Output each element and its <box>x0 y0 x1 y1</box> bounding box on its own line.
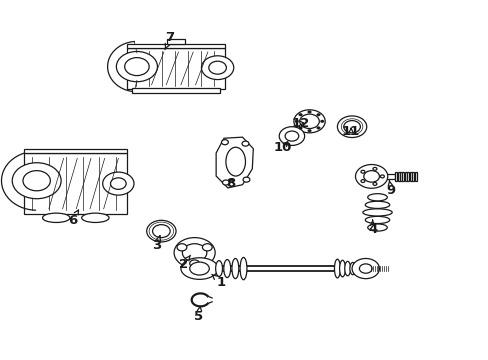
Text: 12: 12 <box>290 117 309 130</box>
Circle shape <box>359 264 371 273</box>
Circle shape <box>372 167 376 170</box>
Circle shape <box>201 56 233 80</box>
Circle shape <box>363 171 379 182</box>
Circle shape <box>202 244 212 251</box>
Bar <box>24 153 127 214</box>
Bar <box>167 39 184 44</box>
Circle shape <box>102 172 134 195</box>
Circle shape <box>12 163 61 199</box>
Bar <box>127 44 224 48</box>
Circle shape <box>242 141 248 146</box>
Ellipse shape <box>224 260 230 278</box>
Ellipse shape <box>365 201 389 208</box>
Circle shape <box>293 110 325 133</box>
Bar <box>414 172 416 181</box>
Bar <box>394 172 396 181</box>
Text: 9: 9 <box>386 181 395 197</box>
Circle shape <box>360 170 364 173</box>
Ellipse shape <box>240 257 246 280</box>
Ellipse shape <box>231 258 238 279</box>
Ellipse shape <box>365 216 389 224</box>
Circle shape <box>23 171 50 191</box>
Circle shape <box>208 61 226 74</box>
Ellipse shape <box>339 260 345 277</box>
Ellipse shape <box>181 258 218 279</box>
Bar <box>366 174 394 179</box>
Circle shape <box>110 178 126 189</box>
Circle shape <box>380 175 384 178</box>
Ellipse shape <box>354 264 360 274</box>
Bar <box>399 172 401 181</box>
Circle shape <box>316 126 320 129</box>
Bar <box>24 149 127 153</box>
Text: 10: 10 <box>273 141 291 154</box>
Bar <box>411 172 413 181</box>
Text: 3: 3 <box>152 236 161 252</box>
Ellipse shape <box>362 209 391 216</box>
Text: 4: 4 <box>367 220 376 236</box>
Text: 5: 5 <box>194 306 203 323</box>
Ellipse shape <box>349 262 355 275</box>
Circle shape <box>372 183 376 185</box>
Circle shape <box>298 113 302 116</box>
Ellipse shape <box>334 259 340 278</box>
Circle shape <box>307 111 311 113</box>
Circle shape <box>222 180 229 185</box>
Circle shape <box>177 244 186 251</box>
Text: 8: 8 <box>226 177 235 190</box>
Circle shape <box>182 244 206 262</box>
Text: 2: 2 <box>179 255 190 271</box>
Ellipse shape <box>81 213 109 222</box>
Circle shape <box>351 258 379 279</box>
Circle shape <box>189 260 199 267</box>
Circle shape <box>243 177 249 182</box>
Bar <box>409 172 411 181</box>
Ellipse shape <box>367 224 386 231</box>
Bar <box>407 172 408 181</box>
Ellipse shape <box>215 261 222 276</box>
Ellipse shape <box>189 262 209 275</box>
Text: 6: 6 <box>68 210 79 227</box>
Circle shape <box>343 121 360 133</box>
Circle shape <box>316 113 320 116</box>
Circle shape <box>174 238 215 268</box>
Ellipse shape <box>344 261 350 276</box>
Polygon shape <box>216 137 253 188</box>
Circle shape <box>146 220 176 242</box>
Circle shape <box>320 120 324 123</box>
Circle shape <box>152 225 170 238</box>
Text: 11: 11 <box>341 125 360 138</box>
Circle shape <box>337 116 366 138</box>
Circle shape <box>355 165 387 188</box>
Circle shape <box>124 58 149 76</box>
Circle shape <box>360 180 364 183</box>
Circle shape <box>307 129 311 132</box>
Bar <box>397 172 399 181</box>
Text: 7: 7 <box>164 31 174 50</box>
Circle shape <box>221 140 228 145</box>
Bar <box>404 172 406 181</box>
Bar <box>402 172 404 181</box>
Bar <box>132 88 220 93</box>
Circle shape <box>279 127 304 145</box>
Circle shape <box>299 114 319 129</box>
Ellipse shape <box>367 194 386 201</box>
Circle shape <box>285 131 298 141</box>
Circle shape <box>294 120 298 123</box>
Circle shape <box>116 51 157 82</box>
Bar <box>127 48 224 89</box>
Ellipse shape <box>42 213 70 222</box>
Circle shape <box>298 126 302 129</box>
Text: 1: 1 <box>211 274 225 289</box>
Ellipse shape <box>225 147 245 176</box>
